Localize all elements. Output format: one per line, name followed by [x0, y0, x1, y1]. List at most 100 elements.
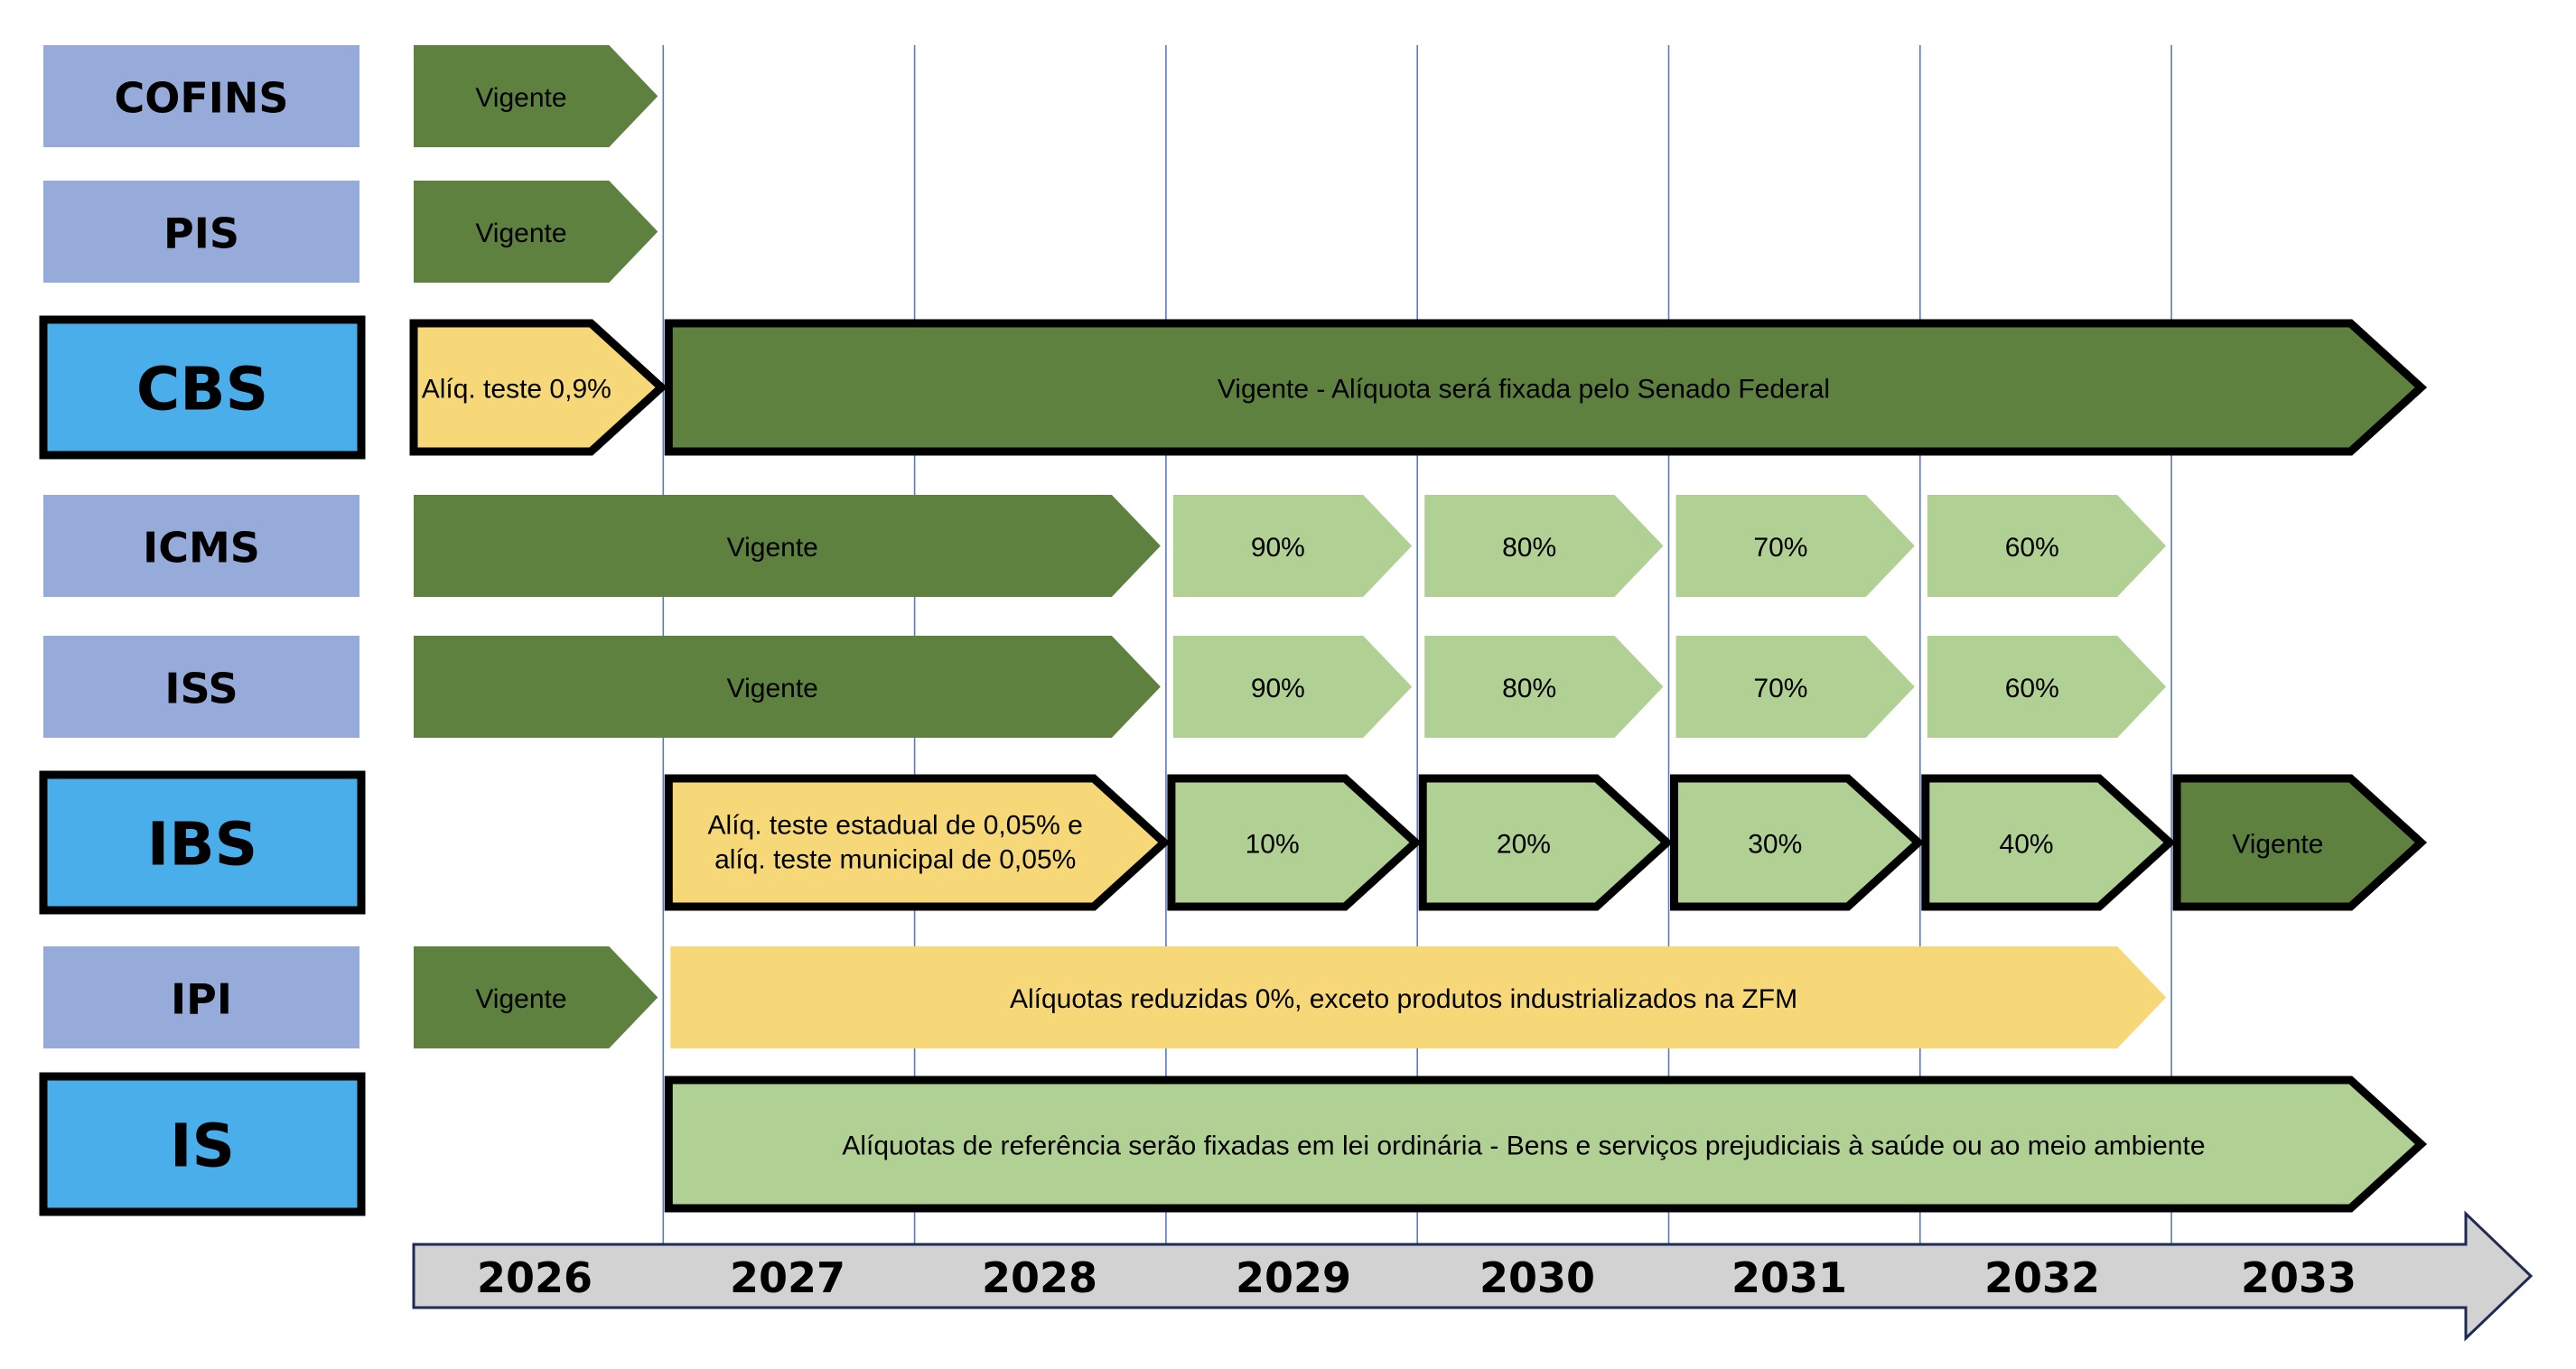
- segment-ibs-5: 40%: [1921, 774, 2176, 911]
- year-label-2030: 2030: [1479, 1253, 1595, 1302]
- year-label-2029: 2029: [1236, 1253, 1351, 1302]
- segment-ibs-3: 20%: [1418, 774, 1674, 911]
- segment-text: Alíquotas reduzidas 0%, exceto produtos …: [1010, 984, 1797, 1014]
- segment-arrow: [1424, 495, 1664, 597]
- segment-ipi-2: Alíquotas reduzidas 0%, exceto produtos …: [670, 946, 2167, 1048]
- segment-arrow: [1172, 495, 1413, 597]
- segment-text: 30%: [1748, 830, 1802, 860]
- tax-label-box: [43, 946, 359, 1048]
- segment-pis-1: Vigente: [414, 181, 658, 283]
- segment-iss-5: 60%: [1927, 636, 2167, 738]
- segment-arrow: [414, 495, 1161, 597]
- segment-arrow: [1927, 636, 2167, 738]
- year-label-2031: 2031: [1731, 1253, 1847, 1302]
- segment-arrow: [1172, 636, 1413, 738]
- row-ipi: IPI Vigente Alíquotas reduzidas 0%, exceto…: [43, 946, 2167, 1048]
- year-label-2033: 2033: [2241, 1253, 2357, 1302]
- segment-text: 70%: [1753, 533, 1807, 563]
- tax-label-box: [43, 181, 359, 283]
- segment-arrow: [1670, 774, 1925, 911]
- year-label-2026: 2026: [477, 1253, 593, 1302]
- segment-arrow: [664, 319, 2428, 456]
- segment-icms-5: 60%: [1927, 495, 2167, 597]
- segment-icms-4: 70%: [1675, 495, 1915, 597]
- tax-rows: COFINS Vigente PIS Vigente CBS Alíq. teste 0,…: [39, 45, 2428, 1216]
- tax-label-box: [43, 495, 359, 597]
- segment-arrow: [414, 946, 658, 1048]
- segment-icms-1: Vigente: [414, 495, 1161, 597]
- segment-is-1: Alíquotas de referência serão fixadas em…: [664, 1076, 2428, 1213]
- segment-text: 70%: [1753, 674, 1807, 703]
- segment-text: Alíquotas de referência serão fixadas em…: [842, 1132, 2205, 1161]
- year-label-2028: 2028: [982, 1253, 1097, 1302]
- segment-iss-1: Vigente: [414, 636, 1161, 738]
- segment-icms-3: 80%: [1424, 495, 1664, 597]
- segment-arrow: [409, 319, 667, 456]
- segment-text: Vigente: [727, 533, 818, 563]
- tax-label-is: IS: [170, 1112, 235, 1181]
- segment-arrow: [670, 946, 2167, 1048]
- segment-arrow: [1921, 774, 2176, 911]
- segment-ibs-4: 30%: [1670, 774, 1925, 911]
- segment-text: Vigente - Alíquota será fixada pelo Sena…: [1218, 375, 1830, 405]
- segment-text: Vigente: [475, 219, 566, 248]
- segment-text: 80%: [1502, 533, 1556, 563]
- tax-label-iss: ISS: [164, 665, 238, 713]
- tax-label-ibs: IBS: [147, 810, 257, 880]
- segment-ibs-6: Vigente: [2172, 774, 2428, 911]
- row-cbs: CBS Alíq. teste 0,9% Vigente - Alíquota se…: [39, 315, 2428, 460]
- tax-label-icms: ICMS: [143, 524, 260, 573]
- tax-label-box: [43, 636, 359, 738]
- tax-label-box: [39, 770, 366, 915]
- tax-label-cbs: CBS: [136, 355, 268, 424]
- segment-arrow: [1675, 495, 1915, 597]
- segment-text-line: Alíq. teste estadual de 0,05% e: [708, 811, 1083, 841]
- segment-iss-2: 90%: [1172, 636, 1413, 738]
- segment-arrow: [664, 774, 1171, 911]
- segment-cofins-1: Vigente: [414, 45, 658, 147]
- year-gridlines: [662, 45, 2172, 1244]
- segment-text: 90%: [1251, 674, 1305, 703]
- segment-iss-3: 80%: [1424, 636, 1664, 738]
- segment-ibs-2: 10%: [1167, 774, 1422, 911]
- tax-label-box: [39, 1072, 366, 1216]
- segment-text: 60%: [2005, 533, 2059, 563]
- segment-arrow: [1424, 636, 1664, 738]
- segment-text: Vigente: [727, 674, 818, 703]
- tax-label-ipi: IPI: [171, 975, 232, 1024]
- segment-text: Vigente: [475, 984, 566, 1014]
- segment-text: 90%: [1251, 533, 1305, 563]
- row-icms: ICMS Vigente 90% 80% 70% 60%: [43, 495, 2167, 597]
- tax-label-box: [39, 315, 366, 460]
- segment-arrow: [1675, 636, 1915, 738]
- segment-arrow: [414, 636, 1161, 738]
- segment-arrow: [414, 181, 658, 283]
- timeline-axis: 2026 2027 2028 2029 2030 2031 2032 2033: [412, 1210, 2534, 1342]
- segment-text: Vigente: [2232, 830, 2323, 860]
- tax-label-pis: PIS: [163, 210, 239, 258]
- segment-text: 60%: [2005, 674, 2059, 703]
- segment-arrow: [414, 45, 658, 147]
- row-ibs: IBS Alíq. teste estadual de 0,05% e alíq. …: [39, 770, 2428, 915]
- segment-arrow: [2172, 774, 2428, 911]
- segment-text-line: alíq. teste municipal de 0,05%: [714, 845, 1076, 875]
- segment-arrow: [1167, 774, 1422, 911]
- segment-text: 10%: [1246, 830, 1300, 860]
- segment-cbs-2: Vigente - Alíquota será fixada pelo Sena…: [664, 319, 2428, 456]
- row-pis: PIS Vigente: [43, 181, 658, 283]
- segment-ipi-1: Vigente: [414, 946, 658, 1048]
- row-iss: ISS Vigente 90% 80% 70% 60%: [43, 636, 2167, 738]
- tax-label-cofins: COFINS: [114, 74, 288, 123]
- segment-text: 20%: [1497, 830, 1551, 860]
- segment-text: Alíq. teste 0,9%: [422, 375, 611, 405]
- year-label-2032: 2032: [1984, 1253, 2100, 1302]
- timeline-arrow: [412, 1210, 2534, 1342]
- segment-text: Vigente: [475, 83, 566, 113]
- segment-icms-2: 90%: [1172, 495, 1413, 597]
- tax-label-box: [43, 45, 359, 147]
- segment-arrow: [1927, 495, 2167, 597]
- segment-iss-4: 70%: [1675, 636, 1915, 738]
- segment-text: 80%: [1502, 674, 1556, 703]
- segment-text: 40%: [2000, 830, 2054, 860]
